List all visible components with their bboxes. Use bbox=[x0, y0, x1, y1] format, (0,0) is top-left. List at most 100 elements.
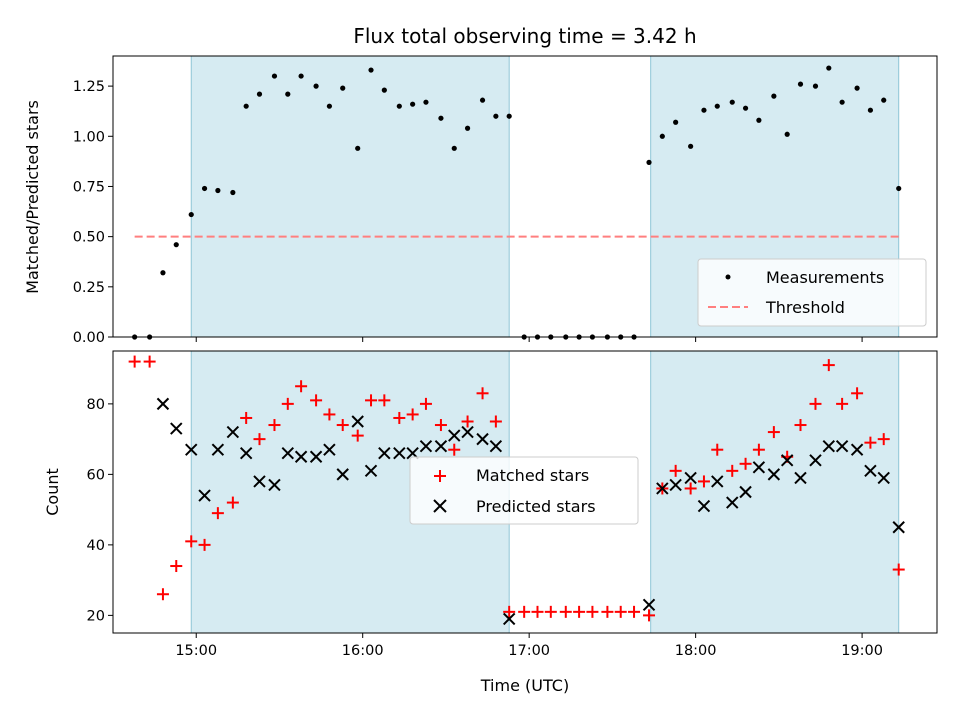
measurement-point bbox=[812, 83, 819, 89]
matched-point bbox=[503, 605, 516, 618]
matched-point bbox=[351, 429, 364, 442]
matched-point bbox=[281, 397, 294, 410]
predicted-point bbox=[294, 450, 308, 463]
matched-point bbox=[586, 605, 599, 618]
matched-point bbox=[573, 605, 586, 618]
measurement-point bbox=[368, 67, 374, 73]
matched-point bbox=[185, 535, 198, 548]
legend-predicted-label: Predicted stars bbox=[476, 497, 596, 516]
top-ytick-label: 1.25 bbox=[73, 79, 105, 95]
matched-point bbox=[628, 605, 641, 618]
bottom-axes-frame bbox=[112, 350, 938, 634]
predicted-point bbox=[309, 450, 323, 463]
predicted-point bbox=[476, 432, 489, 446]
top-ytick-label: 0.75 bbox=[73, 179, 105, 195]
matched-point bbox=[365, 394, 378, 407]
predicted-point bbox=[434, 439, 448, 453]
measurement-point bbox=[188, 211, 194, 218]
measurement-point bbox=[243, 103, 249, 109]
legend-predicted-marker bbox=[433, 499, 447, 513]
matched-point bbox=[295, 380, 308, 393]
bottom-ytick-label: 40 bbox=[87, 538, 105, 554]
measurement-point bbox=[673, 119, 679, 125]
matched-point bbox=[128, 355, 141, 368]
predicted-point bbox=[711, 475, 724, 488]
predicted-point bbox=[892, 521, 905, 534]
predicted-point bbox=[502, 612, 516, 626]
legend-threshold-label: Threshold bbox=[765, 298, 845, 317]
predicted-point bbox=[281, 447, 294, 460]
matched-point bbox=[739, 457, 752, 470]
matched-point bbox=[601, 605, 614, 618]
predicted-point bbox=[253, 475, 266, 488]
measurement-point bbox=[688, 143, 694, 149]
matched-point bbox=[544, 605, 557, 618]
predicted-point bbox=[642, 598, 656, 612]
bottom-xtick-label: 16:00 bbox=[342, 643, 384, 659]
bottom-series-matched-stars bbox=[128, 355, 905, 622]
matched-point bbox=[198, 538, 211, 551]
legend-measurements-label: Measurements bbox=[766, 268, 884, 287]
predicted-point bbox=[461, 425, 474, 439]
predicted-point bbox=[156, 397, 170, 411]
predicted-point bbox=[809, 454, 822, 467]
matched-point bbox=[877, 433, 890, 446]
top-ytick-label: 0.25 bbox=[73, 280, 105, 296]
predicted-point bbox=[669, 478, 682, 492]
bottom-ytick-label: 80 bbox=[87, 397, 105, 413]
predicted-point bbox=[336, 468, 349, 481]
bottom-ytick-label: 20 bbox=[87, 608, 105, 624]
predicted-point bbox=[239, 447, 253, 460]
measurement-point bbox=[423, 99, 429, 105]
measurement-point bbox=[438, 115, 444, 121]
predicted-point bbox=[794, 471, 807, 485]
predicted-point bbox=[185, 443, 198, 456]
predicted-point bbox=[752, 461, 766, 474]
measurement-point bbox=[396, 103, 402, 109]
matched-point bbox=[378, 394, 391, 407]
bottom-ylabel: Count bbox=[43, 468, 62, 516]
chart-title: Flux total observing time = 3.42 h bbox=[353, 24, 696, 48]
measurement-point bbox=[215, 187, 221, 194]
measurement-point bbox=[646, 159, 652, 165]
measurement-point bbox=[173, 242, 179, 248]
matched-point bbox=[851, 387, 864, 400]
top-ytick-label: 0.00 bbox=[73, 330, 105, 346]
measurement-point bbox=[839, 99, 845, 105]
matched-point bbox=[697, 475, 710, 488]
predicted-point bbox=[835, 439, 849, 453]
predicted-point bbox=[419, 439, 433, 453]
predicted-point bbox=[684, 471, 697, 485]
measurement-point bbox=[326, 103, 333, 109]
predicted-point bbox=[726, 496, 739, 509]
matched-point bbox=[767, 426, 780, 439]
matched-point bbox=[559, 605, 572, 618]
matched-point bbox=[323, 408, 336, 421]
legend-top-frame bbox=[697, 258, 927, 327]
measurement-point bbox=[298, 73, 304, 79]
matched-point bbox=[156, 588, 169, 601]
top-ylabel: Matched/Predicted stars bbox=[23, 100, 42, 294]
top-panel: 0.00 0.25 0.50 0.75 1.00 1.25 bbox=[73, 55, 938, 346]
predicted-point bbox=[780, 454, 794, 467]
measurement-point bbox=[493, 113, 499, 119]
predicted-point bbox=[364, 464, 378, 478]
matched-point bbox=[489, 415, 502, 428]
matched-point bbox=[143, 355, 156, 368]
predicted-point bbox=[393, 447, 406, 460]
measurement-point bbox=[784, 131, 790, 137]
matched-point bbox=[393, 411, 406, 424]
predicted-point bbox=[211, 443, 225, 456]
bottom-xtick-label: 18:00 bbox=[675, 643, 717, 659]
matched-point bbox=[419, 397, 432, 410]
predicted-point bbox=[268, 478, 281, 492]
matched-point bbox=[836, 397, 849, 410]
measurement-point bbox=[896, 185, 902, 192]
matched-point bbox=[226, 496, 239, 509]
matched-point bbox=[809, 397, 822, 410]
bottom-panel: 20 40 60 80 15:00 16:00 17:00 18:00 19:00 bbox=[87, 350, 938, 659]
matched-point bbox=[684, 482, 697, 495]
measurement-point bbox=[742, 105, 749, 111]
matched-point bbox=[448, 443, 461, 456]
matched-point bbox=[406, 408, 419, 421]
